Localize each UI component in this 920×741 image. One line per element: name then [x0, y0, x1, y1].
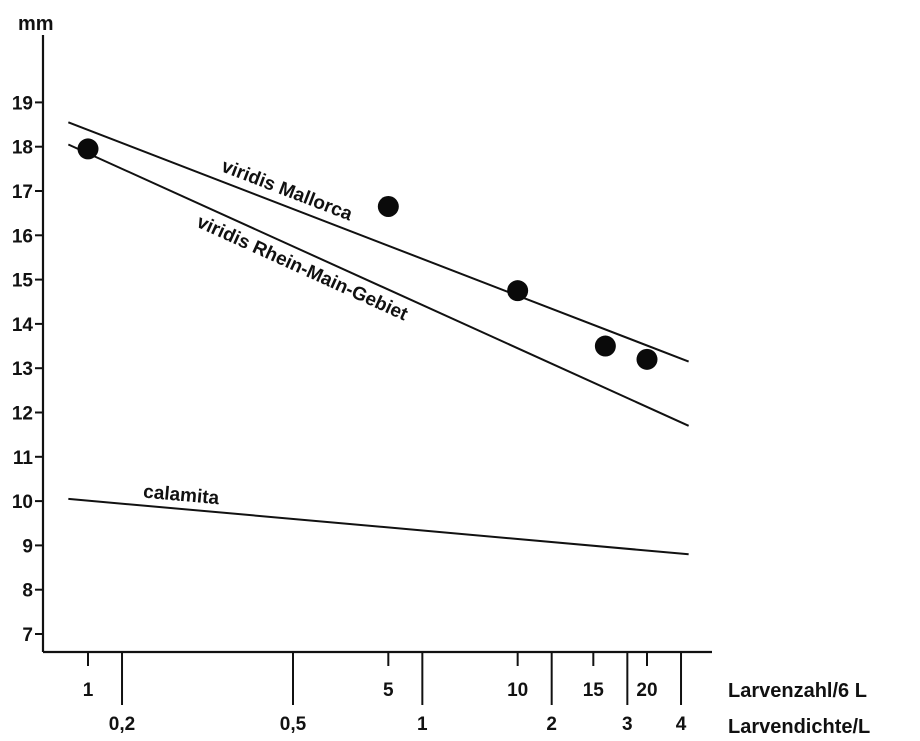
series-label: calamita — [142, 482, 220, 510]
data-point — [377, 196, 399, 218]
y-tick-label: 14 — [12, 315, 34, 336]
x-tick-label-count: 20 — [636, 680, 657, 701]
data-point — [594, 335, 616, 357]
x-tick-label-count: 5 — [383, 680, 394, 701]
y-tick-label: 10 — [12, 492, 33, 513]
series-line — [68, 497, 689, 556]
x-tick-label-density: 1 — [417, 714, 428, 735]
series-line — [67, 143, 690, 427]
y-axis-title: mm — [18, 13, 54, 35]
y-tick-label: 16 — [12, 226, 33, 247]
y-tick-label: 9 — [22, 536, 33, 557]
x-tick-label-density: 0,5 — [280, 714, 307, 735]
x-tick-label-density: 0,2 — [109, 714, 135, 735]
series-label: viridis Rhein-Main-Gebiet — [193, 212, 411, 326]
data-point — [77, 138, 99, 160]
y-tick-label: 17 — [12, 182, 33, 203]
series-label: viridis Mallorca — [219, 156, 356, 226]
x-tick-label-count: 15 — [583, 680, 605, 701]
x-tick-label-density: 3 — [622, 714, 633, 735]
data-point — [636, 348, 658, 370]
x-tick-label-count: 10 — [507, 680, 528, 701]
series-lines — [67, 121, 690, 556]
x-tick-label-count: 1 — [83, 680, 94, 701]
y-axis: 7 8 9 10 11 12 13 14 15 16 17 18 19 — [12, 35, 45, 652]
x-tick-label-density: 4 — [676, 714, 687, 735]
x-tick-label-density: 2 — [546, 714, 557, 735]
y-tick-label: 19 — [12, 93, 33, 114]
data-points — [77, 138, 658, 370]
series-line — [67, 121, 689, 363]
y-tick-label: 12 — [12, 404, 33, 425]
y-tick-label: 15 — [12, 271, 34, 292]
y-tick-label: 18 — [12, 138, 33, 159]
y-tick-label: 7 — [22, 625, 33, 646]
data-point — [507, 280, 529, 302]
y-tick-label: 8 — [22, 581, 33, 602]
y-tick-label: 13 — [12, 359, 33, 380]
x-axis-title-count: Larvenzahl/6 L — [728, 680, 867, 702]
y-tick-label: 11 — [13, 448, 34, 469]
x-axis-title-density: Larvendichte/L — [728, 716, 870, 738]
